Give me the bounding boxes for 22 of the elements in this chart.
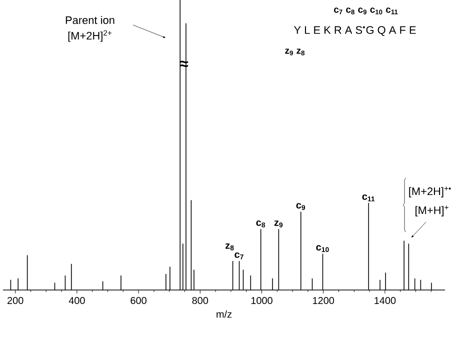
x-tick-label: 1200 [313,297,334,304]
text: c$_{7}$ c$_{8}$ c$_{9}$ c$_{10}$ c$_{11}$ [334,8,398,14]
annotation: c$_{8}$ [256,220,266,228]
x-tick-label: 600 [130,297,146,304]
x-tick-label: 400 [68,297,85,304]
annotation: c$_{9}$ [296,203,306,210]
annotation: Y L E K R A S$^{•}$G Q A F E [294,26,416,36]
x-tick-label: 200 [8,297,24,304]
x-axis-title: m/z [216,310,232,318]
x-tick-label: 1000 [251,297,272,304]
x-tick-label: 800 [192,297,208,304]
x-tick-label: 1400 [374,297,396,304]
annotation: z$_{9}$ z$_{8}$ [285,48,305,56]
annotation: [M+H]$^{+}$ [416,206,448,216]
annotation: c$_{7}$ [234,252,244,260]
annotation: [M+2H]$^{+•}$ [409,186,451,198]
annotation: [M+2H]$^{2+}$ [68,30,112,42]
annotation: c$_{10}$ [316,245,329,252]
annotation: z$_{8}$ [226,244,234,250]
annotation: z$_{9}$ [274,220,283,228]
annotation: Parent ion [66,16,114,24]
annotation: c$_{11}$ [362,194,375,202]
